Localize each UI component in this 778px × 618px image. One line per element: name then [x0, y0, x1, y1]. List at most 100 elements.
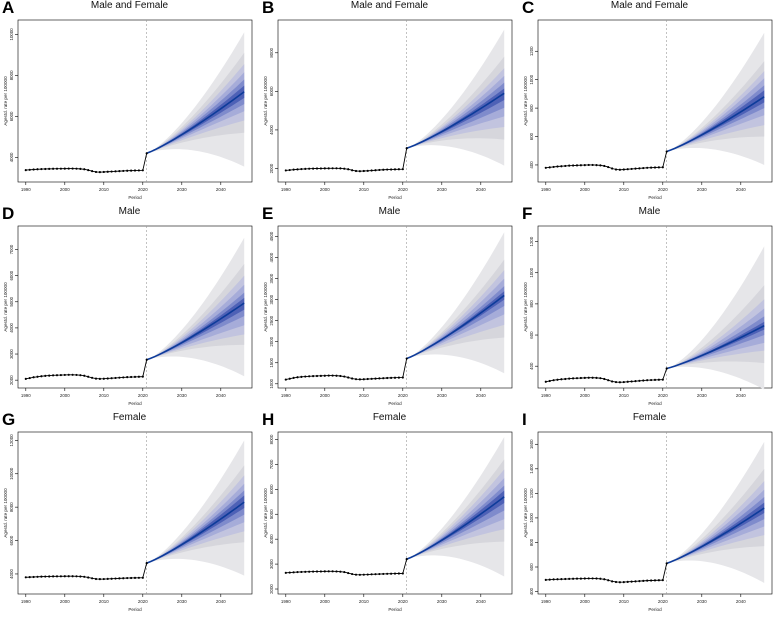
observed-point	[591, 376, 594, 379]
x-tick-label: 2010	[359, 187, 369, 192]
observed-point	[579, 577, 582, 580]
observed-point	[106, 170, 109, 173]
observed-point	[308, 570, 311, 573]
chart-h: 1990 2000 2010 2020 2030 2040 2000 3000 4000 5000…	[263, 431, 513, 612]
observed-point	[374, 573, 377, 576]
y-axis-label: Agestd. rate per 100000	[3, 76, 8, 126]
observed-point	[622, 380, 625, 384]
observed-point	[48, 167, 51, 170]
forecast-band-90	[146, 52, 245, 154]
x-tick-label: 1990	[281, 599, 291, 604]
observed-line	[545, 151, 668, 171]
x-tick-label: 1990	[281, 187, 291, 192]
x-tick-label: 2000	[320, 599, 330, 604]
x-tick-label: 2040	[216, 599, 226, 604]
observed-point	[405, 147, 408, 150]
observed-point	[638, 379, 641, 382]
observed-point	[603, 377, 606, 381]
panel-letter: E	[262, 204, 274, 223]
panel-letter: B	[262, 0, 275, 17]
y-tick-label: 800	[529, 300, 534, 308]
observed-point	[622, 580, 625, 584]
observed-point	[284, 378, 287, 381]
observed-point	[374, 169, 377, 172]
observed-point	[599, 164, 602, 167]
observed-point	[618, 581, 621, 584]
observed-point	[378, 377, 381, 380]
panel-title: Male and Female	[350, 0, 429, 11]
observed-line	[545, 368, 668, 383]
y-tick-label: 800	[529, 538, 534, 546]
panel-title: Male	[638, 206, 661, 217]
observed-point	[102, 577, 105, 581]
x-tick-label: 1990	[21, 187, 31, 192]
forecast-median-line	[146, 91, 245, 155]
plot-frame	[277, 431, 513, 595]
observed-point	[642, 379, 645, 382]
observed-point	[653, 378, 657, 381]
observed-point	[579, 376, 582, 380]
panel-letter: D	[2, 204, 15, 223]
observed-point	[556, 378, 559, 381]
observed-point	[327, 570, 330, 573]
observed-point	[370, 169, 373, 172]
plot-frame	[537, 431, 773, 595]
y-tick-label: 6000	[9, 270, 14, 280]
y-tick-label: 1600	[529, 439, 534, 449]
plot-frame	[277, 19, 513, 183]
observed-point	[544, 380, 547, 383]
observed-point	[354, 573, 358, 576]
observed-point	[583, 376, 586, 379]
observed-point	[40, 575, 43, 578]
y-tick-label: 2000	[269, 163, 274, 173]
panel-g: G Female 1990 2000 2010 2020 2030 2040 4000 600…	[0, 410, 259, 618]
observed-point	[59, 373, 63, 377]
observed-point	[599, 577, 602, 580]
observed-point	[587, 163, 590, 167]
observed-point	[544, 166, 547, 169]
forecast-band-90	[406, 259, 505, 359]
observed-point	[91, 376, 94, 379]
observed-point	[595, 163, 598, 167]
observed-point	[591, 163, 594, 167]
y-tick-label: 6000	[269, 86, 274, 96]
forecast-band-60	[406, 82, 505, 149]
observed-point	[650, 378, 653, 382]
observed-point	[630, 580, 633, 583]
x-tick-label: 1990	[541, 393, 551, 398]
observed-point	[312, 570, 315, 573]
observed-point	[323, 167, 326, 170]
observed-point	[98, 578, 101, 581]
chart-g: 1990 2000 2010 2020 2030 2040 4000 6000 8000 1000…	[3, 431, 253, 612]
observed-point	[362, 169, 365, 173]
x-tick-label: 1990	[281, 393, 291, 398]
x-tick-label: 2020	[398, 599, 408, 604]
observed-point	[552, 165, 555, 169]
forecast-median-line	[666, 507, 765, 565]
forecast-band-80	[146, 275, 245, 360]
observed-point	[386, 168, 389, 171]
panel-title: Male and Female	[610, 0, 689, 11]
x-tick-label: 2010	[99, 187, 109, 192]
y-tick-label: 1200	[529, 236, 534, 246]
observed-point	[575, 377, 579, 380]
panel-letter: C	[522, 0, 535, 17]
x-axis-label: Period	[648, 195, 662, 200]
observed-line	[25, 153, 148, 173]
x-tick-label: 2000	[580, 393, 590, 398]
y-tick-label: 3000	[9, 349, 14, 359]
observed-point	[642, 579, 645, 582]
observed-point	[98, 171, 101, 174]
observed-point	[397, 168, 400, 171]
x-tick-label: 1990	[21, 599, 31, 604]
observed-point	[646, 379, 649, 382]
observed-point	[24, 576, 27, 579]
observed-point	[323, 570, 326, 573]
x-tick-label: 2020	[138, 599, 148, 604]
observed-point	[362, 378, 365, 381]
x-tick-label: 2030	[437, 599, 447, 604]
y-tick-label: 6000	[9, 535, 14, 545]
observed-point	[370, 377, 373, 380]
panel-f: F Male 1990 2000 2010 2020 2030 2040 400 600 800…	[520, 204, 778, 412]
